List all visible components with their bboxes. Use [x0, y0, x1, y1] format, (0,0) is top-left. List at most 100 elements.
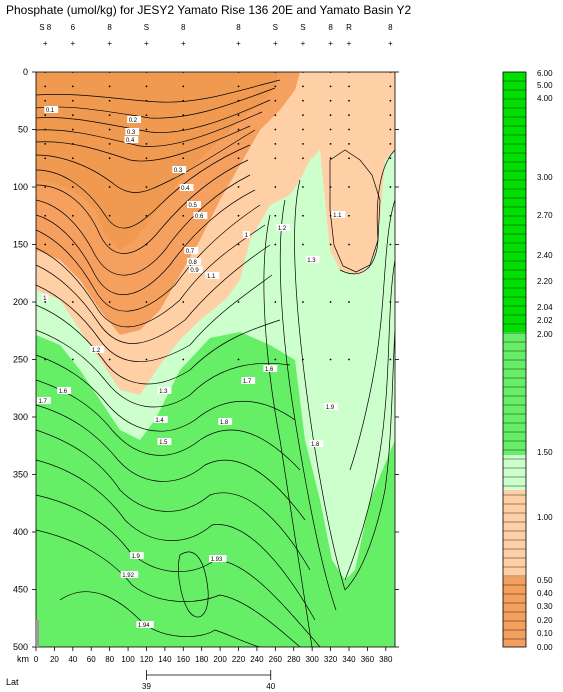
x-tick-label: 140 — [158, 655, 172, 664]
contour-label: 1 — [245, 233, 249, 239]
bottom-bar — [36, 620, 39, 647]
sample-point — [348, 214, 350, 217]
sample-point — [302, 142, 304, 145]
contour-label-bg — [193, 212, 208, 219]
contour-label-bg — [331, 211, 346, 218]
y-tick-label: 450 — [13, 585, 28, 595]
contour-label-bg — [187, 201, 201, 208]
contour-label: 0.2 — [129, 118, 138, 124]
contour-label-bg — [276, 224, 291, 231]
x-tick-label: 340 — [342, 655, 356, 664]
sample-point — [329, 301, 332, 303]
contour-label: 0.3 — [174, 168, 183, 174]
sample-point — [182, 128, 185, 131]
y-tick-label: 300 — [13, 412, 28, 422]
contour-label: 0.9 — [190, 268, 199, 274]
sample-point — [237, 142, 240, 145]
colorbar-segment — [503, 332, 526, 455]
sample-point — [182, 85, 185, 88]
contour-label: 1.4 — [155, 418, 164, 424]
x-tick-label: 360 — [361, 655, 375, 664]
sample-point — [145, 186, 148, 188]
contour-label-bg — [124, 136, 139, 143]
field-dark-orange — [36, 72, 280, 250]
contour-label: 1.3 — [307, 258, 316, 264]
station-plus: + — [273, 39, 278, 48]
sample-point — [302, 114, 304, 117]
station-plus: + — [236, 39, 241, 48]
contour-label: 1.8 — [220, 420, 229, 426]
contour-label: 1.8 — [311, 442, 320, 448]
lat-axis: Lat 39 40 — [6, 670, 276, 691]
sample-point — [71, 301, 74, 303]
sample-point — [145, 157, 148, 160]
sample-point — [329, 142, 332, 145]
sample-point — [348, 157, 350, 160]
sample-point — [44, 114, 47, 117]
sample-point — [389, 301, 392, 303]
sample-point — [348, 186, 350, 188]
sample-point — [348, 142, 350, 145]
sample-point — [274, 85, 277, 88]
sample-point — [348, 358, 350, 361]
sample-point — [44, 186, 47, 188]
station-plus: + — [181, 39, 186, 48]
sample-point — [145, 358, 148, 361]
contour-label-bg — [241, 377, 256, 384]
sample-point — [145, 99, 148, 102]
x-axis: 0 20 40 60 80 100 120 140 160 180 200 220 240 260 280 3… — [17, 647, 393, 664]
contour-label: 1.1 — [333, 213, 342, 219]
contour-label: 1.9 — [131, 554, 140, 560]
sample-point — [274, 128, 277, 131]
y-tick-label: 250 — [13, 355, 28, 365]
contour-field: 0.1 0.2 0.3 0.4 0.3 0.4 0.5 0.6 1.1 1 1.2 0.7 0.8 0.9… — [36, 72, 395, 647]
contour-label: 0.7 — [186, 249, 195, 255]
contour-label: 0.4 — [126, 138, 135, 144]
x-tick-label: 220 — [232, 655, 246, 664]
sample-point — [237, 243, 240, 246]
contour-label-bg — [157, 438, 172, 445]
station-label: 8 — [181, 23, 186, 32]
sample-point — [389, 85, 392, 88]
sample-point — [274, 214, 277, 217]
colorbar-label: 1.50 — [537, 448, 553, 457]
contour-label: 1.92 — [122, 573, 134, 579]
y-tick-label: 150 — [13, 240, 28, 250]
contour-label: 1.6 — [59, 389, 68, 395]
station-label: 8 — [328, 23, 333, 32]
sample-point — [389, 128, 392, 131]
sample-point — [237, 214, 240, 217]
contour-label-bg — [172, 166, 187, 173]
station-label: R — [346, 23, 352, 32]
sample-point — [274, 157, 277, 160]
sample-point — [237, 186, 240, 188]
contour-label: 1.2 — [278, 226, 287, 232]
colorbar-label: 0.50 — [537, 576, 553, 585]
x-tick-label: 40 — [68, 655, 77, 664]
colorbar-segment — [503, 490, 526, 577]
sample-point — [71, 99, 74, 102]
colorbar-label: 0.10 — [537, 629, 553, 638]
contour-label: 1.93 — [211, 557, 223, 563]
x-tick-label: 20 — [50, 655, 59, 664]
contour-label: 1.7 — [243, 379, 252, 385]
contour-label-bg — [218, 418, 233, 425]
sample-point — [108, 114, 111, 117]
x-tick-label: 300 — [305, 655, 319, 664]
sample-point — [348, 301, 350, 303]
x-tick-label: 240 — [250, 655, 264, 664]
sample-point — [108, 157, 111, 160]
station-label: S 8 — [39, 23, 52, 32]
sample-point — [145, 128, 148, 131]
x-tick-label: 380 — [379, 655, 393, 664]
sample-point — [71, 243, 74, 246]
sample-point — [389, 99, 392, 102]
station-label: S — [273, 23, 278, 32]
station-label: 8 — [107, 23, 112, 32]
x-tick-label: 200 — [213, 655, 227, 664]
contour-label-bg — [179, 184, 194, 191]
station-plus: + — [347, 39, 352, 48]
sample-point — [182, 358, 185, 361]
contour-label-bg — [305, 256, 320, 263]
